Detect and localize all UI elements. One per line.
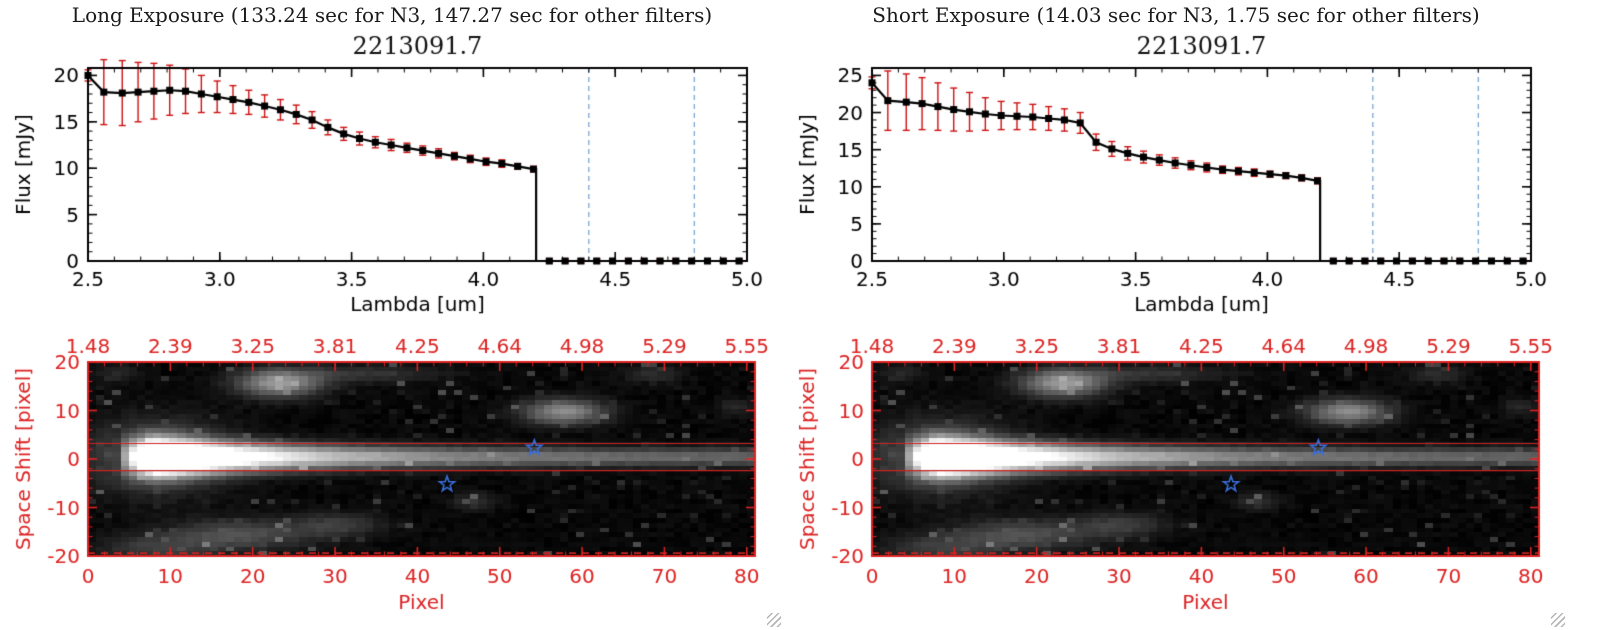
- short-exposure-plots-canvas: [784, 0, 1568, 630]
- long-exposure-plots-canvas: [0, 0, 784, 630]
- panel-long-exposure: Long Exposure (133.24 sec for N3, 147.27…: [0, 0, 784, 630]
- panel-short-exposure: Short Exposure (14.03 sec for N3, 1.75 s…: [784, 0, 1568, 630]
- resize-grip[interactable]: [1551, 613, 1565, 627]
- resize-grip[interactable]: [767, 613, 781, 627]
